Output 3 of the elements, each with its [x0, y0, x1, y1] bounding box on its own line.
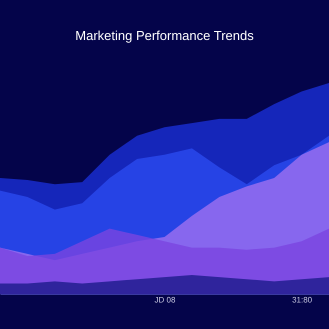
x-tick-label: JD 08 [154, 296, 176, 304]
x-tick-label: 31:80 [292, 296, 313, 304]
chart-title: Marketing Performance Trends [75, 28, 254, 43]
